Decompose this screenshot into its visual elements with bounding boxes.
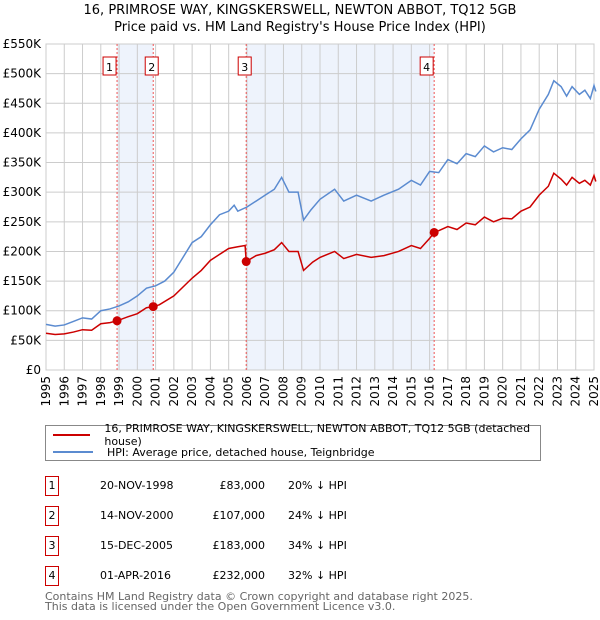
legend-item-hpi: HPI: Average price, detached house, Teig… [53,444,375,460]
y-tick-label: £350K [3,156,43,170]
x-tick-label: 2025 [587,376,600,407]
sale-date: 14-NOV-2000 [100,509,174,522]
x-tick-label: 2001 [149,376,163,407]
x-tick-label: 2011 [331,376,345,407]
y-tick-label: £450K [3,96,43,110]
shaded-period [117,44,154,370]
footer: Contains HM Land Registry data © Crown c… [45,590,473,613]
transaction-row: 3 15-DEC-2005 £183,000 34% ↓ HPI [45,536,545,556]
footer-line: This data is licensed under the Open Gov… [45,600,396,613]
chart-title: 16, PRIMROSE WAY, KINGSKERSWELL, NEWTON … [0,2,600,36]
plot-frame [45,43,595,371]
y-tick-label: £150K [3,274,43,288]
x-tick-label: 2003 [185,376,199,407]
y-tick-label: £50K [10,333,42,347]
x-tick-label: 2017 [441,376,455,407]
sale-label: 1 [106,61,113,74]
hpi-diff: 24% ↓ HPI [288,509,347,522]
shaded-period [246,44,435,370]
hpi-diff: 32% ↓ HPI [288,569,347,582]
x-tick-label: 2005 [222,376,236,407]
legend-item-property: 16, PRIMROSE WAY, KINGSKERSWELL, NEWTON … [53,422,540,448]
x-tick-label: 1997 [76,376,90,407]
subtitle-line: Price paid vs. HM Land Registry's House … [114,20,486,35]
transaction-row: 1 20-NOV-1998 £83,000 20% ↓ HPI [45,476,545,496]
sale-point [241,257,251,267]
legend-label: 16, PRIMROSE WAY, KINGSKERSWELL, NEWTON … [104,422,531,448]
sale-date: 20-NOV-1998 [100,479,174,492]
x-tick-label: 2007 [258,376,272,407]
sale-label-box [144,56,159,76]
x-tick-label: 2000 [130,376,144,407]
sale-price: £183,000 [212,539,266,552]
y-tick-label: £250K [3,215,43,229]
x-tick-label: 1998 [94,376,108,407]
y-tick-label: £200K [3,244,43,258]
sale-price: £232,000 [212,569,266,582]
sale-point [148,302,158,312]
sale-number-badge: 2 [45,506,59,526]
sale-point [112,316,122,326]
x-tick-label: 2004 [203,376,217,407]
price-chart: £0 £50K £100K £150K £200K £250K £300K £350K £400… [3,37,600,407]
transaction-row: 2 14-NOV-2000 £107,000 24% ↓ HPI [45,506,545,526]
x-tick-label: 2012 [350,376,364,407]
x-tick-label: 1995 [39,376,53,407]
hpi-diff: 34% ↓ HPI [288,539,347,552]
blue-line-swatch [53,451,93,453]
x-tick-label: 2016 [423,376,437,407]
x-tick-label: 2013 [368,376,382,407]
x-tick-label: 2014 [386,376,400,407]
y-tick-label: £550K [3,37,43,51]
sale-number-badge: 1 [45,476,59,496]
y-tick-label: £100K [3,304,43,318]
x-tick-label: 2009 [295,376,309,407]
transaction-row: 4 01-APR-2016 £232,000 32% ↓ HPI [45,566,545,586]
sale-label: 3 [241,61,248,74]
y-tick-label: £500K [3,67,43,81]
hpi-line [45,79,597,327]
sale-label: 2 [148,61,155,74]
y-tick-label: £0 [26,363,41,377]
sale-date: 15-DEC-2005 [100,539,174,552]
y-tick-label: £300K [3,185,43,199]
x-tick-label: 2002 [167,376,181,407]
sale-label-box [237,56,252,76]
x-tick-label: 2018 [459,376,473,407]
x-tick-label: 2019 [477,376,491,407]
sale-date: 01-APR-2016 [100,569,172,582]
sale-label-box [102,56,117,76]
title-line: 16, PRIMROSE WAY, KINGSKERSWELL, NEWTON … [83,3,517,18]
legend-label: HPI: Average price, detached house, Teig… [107,445,375,459]
sale-label: 4 [423,61,430,74]
sale-price: £83,000 [219,479,266,492]
x-tick-label: 2010 [313,376,327,407]
price-paid-line [45,172,597,336]
y-tick-label: £400K [3,126,43,140]
x-tick-label: 1999 [112,376,126,407]
legend: 16, PRIMROSE WAY, KINGSKERSWELL, NEWTON … [45,422,541,461]
x-tick-label: 2008 [276,376,290,407]
red-line-swatch [53,434,91,436]
x-tick-label: 2006 [240,376,254,407]
sale-point [429,227,439,237]
sale-label-box [419,56,434,76]
x-tick-label: 2024 [569,376,583,407]
x-tick-label: 2021 [514,376,528,407]
sale-number-badge: 3 [45,536,59,556]
x-tick-label: 2023 [550,376,564,407]
x-tick-label: 2015 [404,376,418,407]
x-tick-label: 2022 [532,376,546,407]
hpi-diff: 20% ↓ HPI [288,479,347,492]
footer-line: Contains HM Land Registry data © Crown c… [45,590,473,603]
x-tick-label: 1996 [57,376,71,407]
sale-number-badge: 4 [45,566,59,586]
x-tick-label: 2020 [496,376,510,407]
sale-price: £107,000 [212,509,266,522]
